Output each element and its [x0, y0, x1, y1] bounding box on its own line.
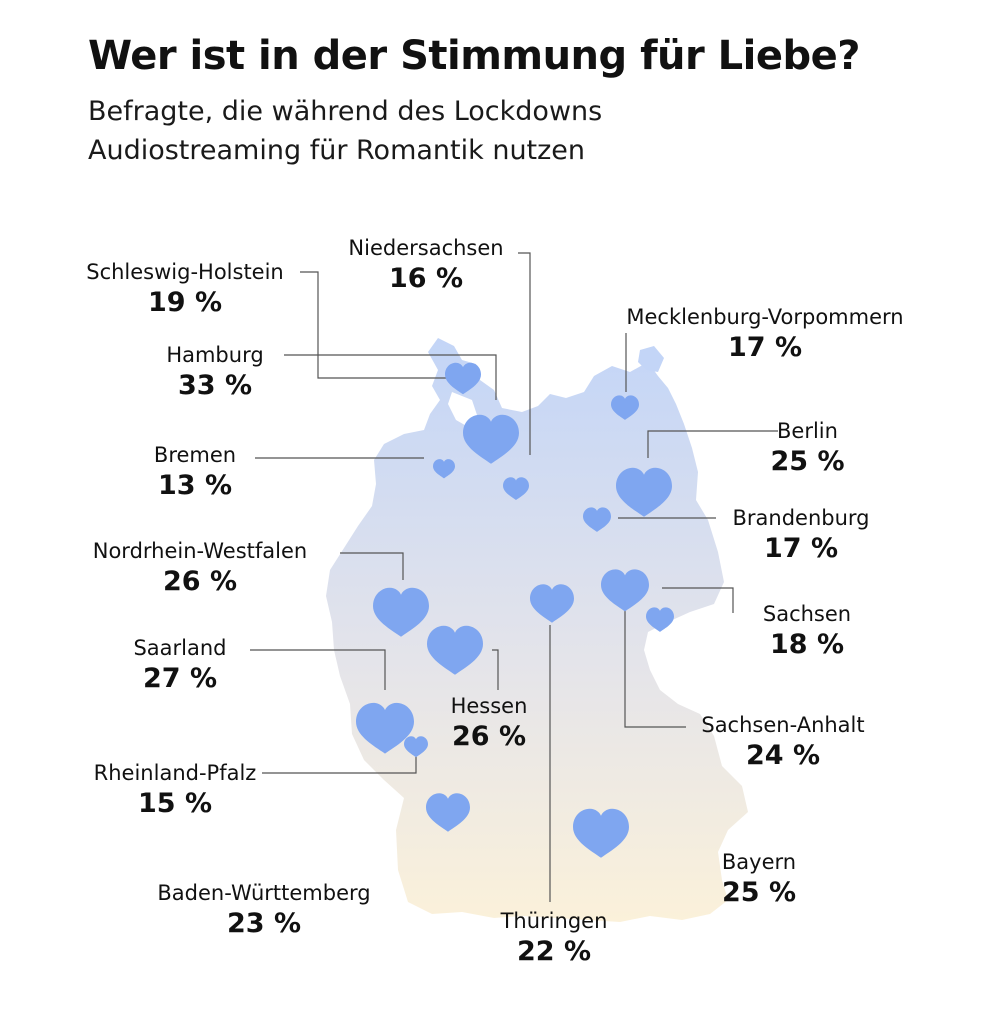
label-brandenburg: Brandenburg 17 %: [720, 504, 882, 566]
leader-nordrhein-westfalen: [340, 552, 404, 580]
region-value: 17 %: [763, 533, 839, 564]
region-value: 15 %: [137, 788, 213, 819]
label-hessen: Hessen 26 %: [436, 692, 542, 754]
label-sachsen-anhalt: Sachsen-Anhalt 24 %: [690, 711, 876, 773]
region-value: 24 %: [745, 740, 821, 771]
region-name: Thüringen: [500, 909, 608, 933]
label-nordrhein-westfalen: Nordrhein-Westfalen 26 %: [80, 537, 320, 599]
leader-schleswig-holstein: [300, 271, 458, 379]
region-name: Hessen: [450, 694, 528, 718]
subtitle-line-2: Audiostreaming für Romantik nutzen: [88, 135, 586, 166]
leader-niedersachsen: [518, 252, 531, 455]
label-mecklenburg-vorpommern: Mecklenburg-Vorpommern 17 %: [612, 303, 918, 365]
region-name: Bremen: [153, 443, 237, 467]
region-name: Mecklenburg-Vorpommern: [626, 305, 904, 329]
page-title: Wer ist in der Stimmung für Liebe?: [88, 33, 860, 79]
region-value: 26 %: [451, 721, 527, 752]
leader-hessen: [492, 649, 499, 690]
leader-sachsen: [662, 587, 734, 613]
region-name: Brandenburg: [732, 506, 870, 530]
region-value: 22 %: [516, 936, 592, 967]
label-rheinland-pfalz: Rheinland-Pfalz 15 %: [82, 759, 268, 821]
leader-lines: [250, 252, 778, 902]
leader-saarland: [250, 649, 386, 690]
region-name: Saarland: [133, 636, 227, 660]
subtitle-line-1: Befragte, die während des Lockdowns: [88, 96, 603, 127]
region-value: 13 %: [157, 470, 233, 501]
label-berlin: Berlin 25 %: [765, 417, 850, 479]
leader-hamburg: [284, 354, 497, 400]
label-thueringen: Thüringen 22 %: [492, 907, 616, 969]
region-name: Berlin: [777, 419, 838, 443]
region-value: 17 %: [727, 332, 803, 363]
region-name: Baden-Württemberg: [157, 881, 371, 905]
region-name: Sachsen: [762, 602, 852, 626]
label-bayern: Bayern 25 %: [706, 848, 812, 910]
region-value: 26 %: [162, 566, 238, 597]
island-ruegen: [638, 346, 664, 372]
region-value: 18 %: [769, 629, 845, 660]
region-name: Nordrhein-Westfalen: [92, 539, 308, 563]
region-name: Niedersachsen: [348, 236, 504, 260]
region-value: 33 %: [177, 370, 253, 401]
germany-outline: [326, 338, 748, 922]
region-value: 23 %: [226, 908, 302, 939]
label-schleswig-holstein: Schleswig-Holstein 19 %: [80, 258, 290, 320]
leader-berlin: [647, 430, 778, 458]
page-subtitle: Befragte, die während des Lockdowns Audi…: [88, 92, 602, 170]
label-hamburg: Hamburg 33 %: [150, 341, 280, 403]
label-baden-wuerttemberg: Baden-Württemberg 23 %: [140, 879, 388, 941]
leader-sachsen-anhalt: [624, 608, 686, 728]
region-name: Schleswig-Holstein: [86, 260, 284, 284]
region-name: Hamburg: [166, 343, 264, 367]
region-value: 25 %: [721, 877, 797, 908]
region-value: 27 %: [142, 663, 218, 694]
label-niedersachsen: Niedersachsen 16 %: [336, 234, 516, 296]
label-sachsen: Sachsen 18 %: [752, 600, 862, 662]
region-value: 19 %: [147, 287, 223, 318]
region-value: 16 %: [388, 263, 464, 294]
region-value: 25 %: [770, 446, 845, 477]
region-name: Rheinland-Pfalz: [93, 761, 257, 785]
region-name: Sachsen-Anhalt: [701, 713, 865, 737]
label-bremen: Bremen 13 %: [140, 441, 250, 503]
label-saarland: Saarland 27 %: [118, 634, 242, 696]
region-name: Bayern: [721, 850, 797, 874]
leader-rheinland-pfalz: [262, 754, 417, 774]
